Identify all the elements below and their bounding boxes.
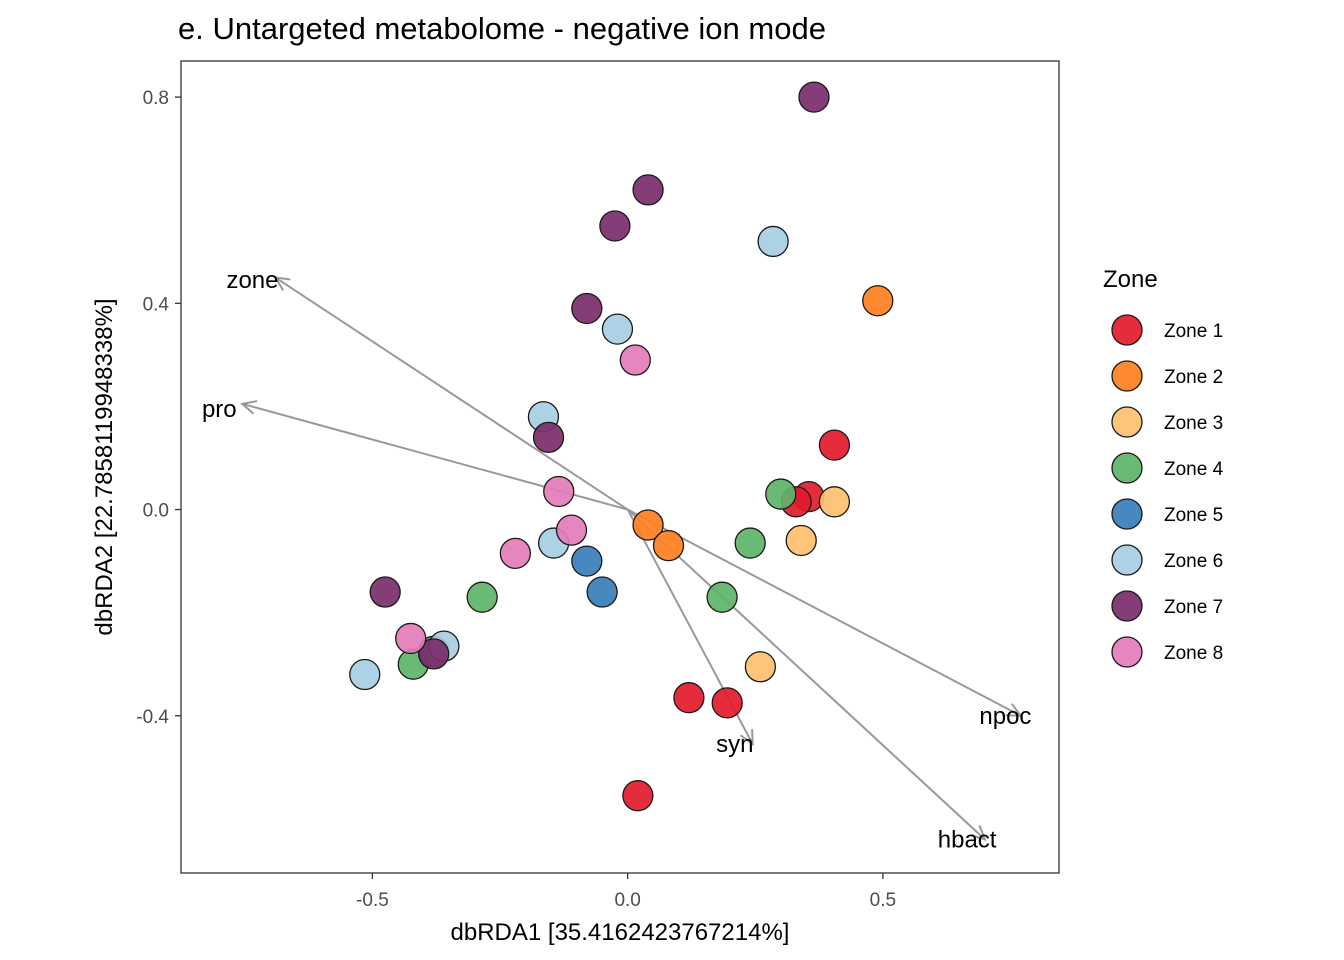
legend-entry-zone-5: Zone 5 — [1111, 498, 1223, 530]
arrow-label-pro: pro — [202, 396, 237, 423]
legend-swatch — [1111, 360, 1143, 392]
legend-title: Zone — [1103, 266, 1158, 293]
point-zone-1-1 — [818, 429, 851, 461]
y-tick-label: 0.8 — [143, 88, 169, 109]
x-axis-title: dbRDA1 [35.4162423767214%] — [451, 919, 790, 946]
point-zone-1-5 — [711, 687, 743, 719]
point-zone-7-5 — [532, 421, 565, 454]
y-axis-title: dbRDA2 [22.7858119948338%] — [91, 298, 118, 635]
point-zone-4-1 — [765, 478, 797, 510]
legend-label: Zone 7 — [1164, 597, 1223, 618]
legend-entry-zone-3: Zone 3 — [1111, 406, 1223, 438]
point-zone-6-6 — [349, 658, 381, 691]
legend-label: Zone 5 — [1164, 505, 1223, 526]
point-zone-7-3 — [599, 210, 631, 242]
point-zone-8-1 — [619, 344, 651, 376]
x-tick-label: -0.5 — [356, 890, 389, 911]
legend-label: Zone 2 — [1164, 367, 1223, 388]
plot-border — [180, 60, 1060, 874]
point-zone-3-3 — [744, 651, 777, 683]
legend-swatch — [1111, 452, 1143, 484]
point-zone-2-1 — [862, 285, 894, 317]
legend-entry-zone-4: Zone 4 — [1111, 452, 1224, 484]
legend-entry-zone-2: Zone 2 — [1111, 360, 1223, 392]
point-zone-7-7 — [418, 638, 450, 670]
point-zone-2-2 — [632, 509, 664, 541]
chart-title: e. Untargeted metabolome - negative ion … — [178, 11, 826, 46]
axes: -0.5 0.0 0.5 -0.4 0.0 0.4 0.8 — [136, 88, 896, 911]
legend-label: Zone 8 — [1164, 643, 1223, 664]
point-zone-2-3 — [652, 529, 685, 562]
point-zone-6-2 — [601, 313, 634, 345]
legend-swatch — [1111, 406, 1143, 438]
point-zone-1-4 — [673, 682, 705, 714]
point-zone-7-6 — [369, 576, 401, 608]
legend-swatch — [1111, 636, 1143, 668]
legend-label: Zone 1 — [1164, 321, 1223, 342]
y-tick-label: 0.0 — [143, 501, 169, 522]
legend-entry-zone-6: Zone 6 — [1111, 544, 1223, 576]
point-zone-5-2 — [586, 576, 618, 608]
arrow-label-syn: syn — [716, 731, 753, 758]
legend: Zone Zone 1 Zone 2 Zone 3 Zone 4 Zone 5 Zone … — [1103, 266, 1224, 668]
point-zone-3-2 — [785, 524, 817, 557]
point-zone-8-4 — [499, 537, 532, 570]
y-tick-label: 0.4 — [143, 294, 170, 315]
x-tick-label: 0.5 — [870, 890, 896, 911]
legend-swatch — [1111, 590, 1143, 622]
arrow-npoc — [627, 508, 1023, 717]
point-zone-8-5 — [395, 622, 427, 655]
legend-label: Zone 4 — [1164, 459, 1224, 480]
legend-entry-zone-8: Zone 8 — [1111, 636, 1223, 668]
point-zone-8-3 — [555, 514, 588, 546]
point-zone-4-4 — [466, 581, 498, 613]
legend-label: Zone 3 — [1164, 413, 1223, 434]
x-tick-label: 0.0 — [614, 890, 640, 911]
point-zone-8-2 — [543, 475, 575, 508]
point-zone-7-2 — [632, 174, 664, 206]
arrow-hbact — [626, 508, 987, 842]
legend-swatch — [1111, 314, 1143, 346]
arrow-zone — [273, 276, 629, 511]
legend-swatch — [1111, 498, 1143, 530]
point-zone-7-4 — [571, 292, 603, 325]
plot-area: zone pro npoc hbact syn — [202, 81, 1031, 853]
legend-label: Zone 6 — [1164, 551, 1223, 572]
point-zone-4-2 — [734, 527, 766, 559]
y-tick-label: -0.4 — [136, 707, 169, 728]
point-zone-7-1 — [798, 81, 830, 113]
point-zone-4-3 — [706, 581, 738, 613]
arrow-label-zone: zone — [226, 267, 278, 294]
legend-entry-zone-7: Zone 7 — [1111, 590, 1223, 622]
point-zone-1-6 — [622, 780, 654, 812]
point-zone-6-1 — [757, 225, 789, 258]
arrow-label-npoc: npoc — [979, 703, 1031, 730]
legend-swatch — [1111, 544, 1143, 576]
arrow-label-hbact: hbact — [938, 826, 997, 853]
point-zone-5-1 — [571, 545, 603, 577]
point-zone-3-1 — [818, 486, 851, 518]
legend-entry-zone-1: Zone 1 — [1111, 314, 1223, 346]
